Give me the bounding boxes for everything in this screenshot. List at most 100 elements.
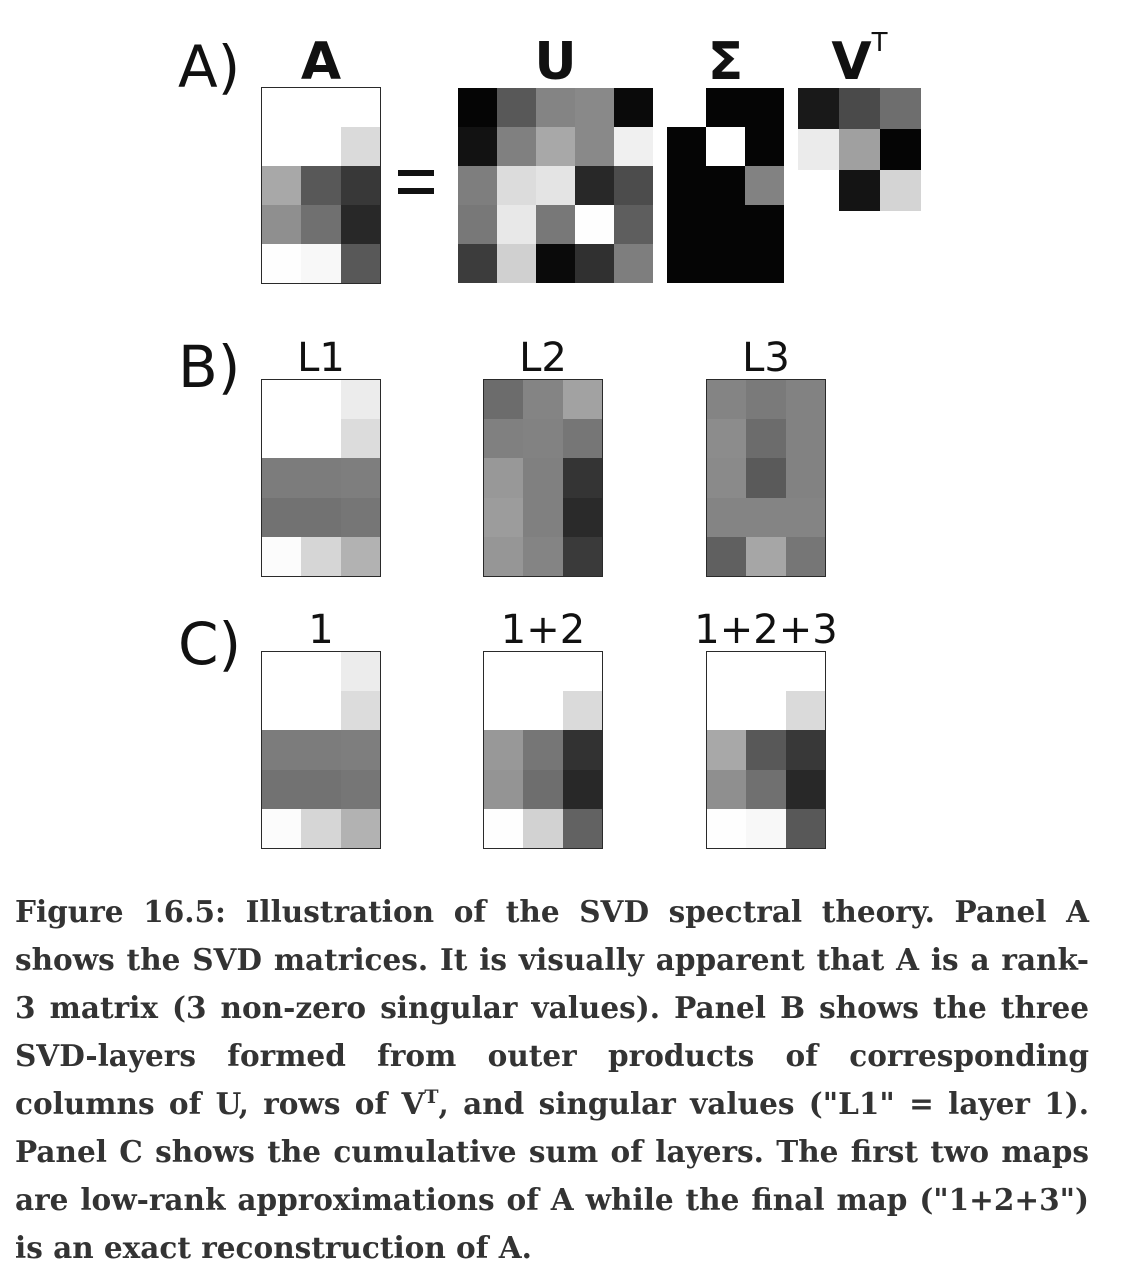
matrix-cell xyxy=(745,244,784,283)
matrix-cell xyxy=(536,166,575,205)
matrix-cell xyxy=(340,730,380,770)
matrix-cell xyxy=(340,458,380,498)
matrix-cell xyxy=(523,652,563,692)
matrix-cell xyxy=(536,88,575,127)
matrix-cell xyxy=(523,419,563,459)
matrix-cell xyxy=(839,129,880,170)
layer-2-matrix xyxy=(483,379,603,577)
matrix-cell xyxy=(262,419,302,459)
matrix-cell xyxy=(262,497,302,537)
matrix-cell xyxy=(301,88,341,127)
matrix-cell xyxy=(262,88,302,127)
matrix-cell xyxy=(301,205,341,244)
matrix-cell xyxy=(706,88,745,127)
matrix-cell xyxy=(614,127,653,166)
matrix-cell xyxy=(262,808,302,848)
matrix-cell xyxy=(262,730,302,770)
matrix-cell xyxy=(262,458,302,498)
matrix-cell xyxy=(340,769,380,809)
matrix-cell xyxy=(746,730,786,770)
matrix-cell xyxy=(707,380,747,420)
matrix-cell xyxy=(340,419,380,459)
matrix-cell xyxy=(707,769,747,809)
matrix-cell xyxy=(484,652,524,692)
matrix-cell xyxy=(523,730,563,770)
matrix-cell xyxy=(262,127,302,166)
matrix-cell xyxy=(707,497,747,537)
layer-1-matrix xyxy=(261,379,381,577)
matrix-cell xyxy=(497,127,536,166)
matrix-cell xyxy=(340,536,380,576)
matrix-cell xyxy=(301,808,341,848)
matrix-cell xyxy=(523,691,563,731)
matrix-cell xyxy=(301,691,341,731)
matrix-cell xyxy=(706,205,745,244)
matrix-cell xyxy=(536,205,575,244)
layer-2-title: L2 xyxy=(519,335,567,381)
matrix-cell xyxy=(798,88,839,129)
matrix-cell xyxy=(340,166,380,205)
matrix-cell xyxy=(484,536,524,576)
matrix-cell xyxy=(798,129,839,170)
matrix-cell xyxy=(746,419,786,459)
matrix-cell xyxy=(706,166,745,205)
matrix-cell xyxy=(458,244,497,283)
matrix-cell xyxy=(575,166,614,205)
matrix-cell xyxy=(340,652,380,692)
matrix-cell xyxy=(562,769,602,809)
matrix-cell xyxy=(880,129,921,170)
equals-sign xyxy=(398,170,434,198)
matrix-cell xyxy=(667,244,706,283)
matrix-cell xyxy=(523,769,563,809)
matrix-cell xyxy=(301,536,341,576)
matrix-a xyxy=(261,87,381,284)
matrix-vt-title: VT xyxy=(798,30,921,88)
matrix-cell xyxy=(785,497,825,537)
matrix-cell xyxy=(745,88,784,127)
matrix-cell xyxy=(575,88,614,127)
matrix-cell xyxy=(785,419,825,459)
matrix-cell xyxy=(745,166,784,205)
matrix-cell xyxy=(746,808,786,848)
sum-1-2-3-title: 1+2+3 xyxy=(694,607,838,653)
matrix-cell xyxy=(785,691,825,731)
matrix-cell xyxy=(497,244,536,283)
matrix-cell xyxy=(746,769,786,809)
matrix-vt xyxy=(798,88,921,211)
matrix-cell xyxy=(262,769,302,809)
matrix-cell xyxy=(497,205,536,244)
matrix-cell xyxy=(301,769,341,809)
matrix-cell xyxy=(785,808,825,848)
matrix-cell xyxy=(746,458,786,498)
matrix-cell xyxy=(458,127,497,166)
matrix-sigma-title: Σ xyxy=(707,32,744,92)
matrix-cell xyxy=(798,170,839,211)
panel-c-label: C) xyxy=(178,610,242,678)
matrix-cell xyxy=(785,536,825,576)
matrix-cell xyxy=(262,652,302,692)
panel-b-label: B) xyxy=(178,333,241,401)
caption-text-part2: , and singular values ("L1" = layer 1). … xyxy=(15,1086,1089,1265)
sum-1-matrix xyxy=(261,651,381,849)
matrix-cell xyxy=(785,380,825,420)
matrix-cell xyxy=(575,205,614,244)
sum-1-title: 1 xyxy=(308,607,334,653)
matrix-cell xyxy=(746,497,786,537)
matrix-cell xyxy=(523,458,563,498)
matrix-cell xyxy=(746,380,786,420)
matrix-cell xyxy=(614,166,653,205)
matrix-cell xyxy=(301,244,341,283)
matrix-cell xyxy=(667,166,706,205)
matrix-cell xyxy=(340,380,380,420)
matrix-vt-title-base: V xyxy=(831,32,872,92)
matrix-a-title: A xyxy=(300,32,342,92)
matrix-cell xyxy=(839,170,880,211)
matrix-cell xyxy=(707,458,747,498)
matrix-cell xyxy=(301,458,341,498)
matrix-cell xyxy=(707,691,747,731)
layer-3-matrix xyxy=(706,379,826,577)
matrix-cell xyxy=(340,497,380,537)
matrix-cell xyxy=(262,205,302,244)
matrix-cell xyxy=(523,808,563,848)
matrix-cell xyxy=(536,244,575,283)
